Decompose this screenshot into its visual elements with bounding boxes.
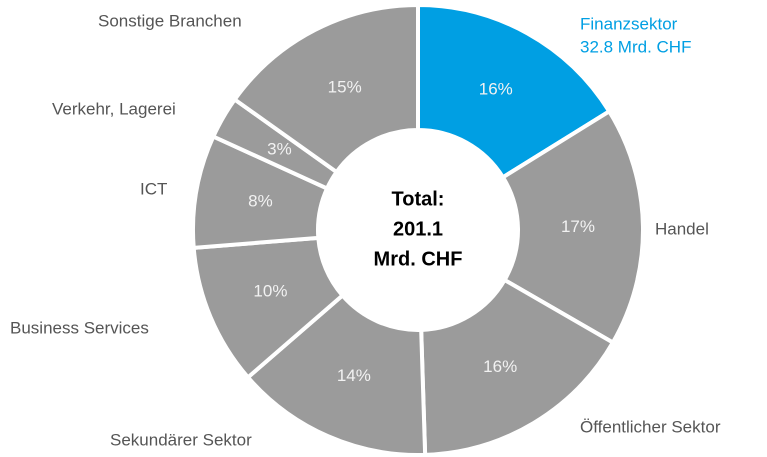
segment-value-label: 8% xyxy=(248,192,273,211)
category-label: ICT xyxy=(140,179,167,198)
category-label: Sekundärer Sektor xyxy=(110,430,252,449)
category-label: Business Services xyxy=(10,318,149,337)
segment-value-label: 17% xyxy=(561,217,595,236)
highlight-annotation: 32.8 Mrd. CHF xyxy=(580,37,691,56)
center-text: Total: xyxy=(392,188,445,210)
category-label: Handel xyxy=(655,219,709,238)
segment-value-label: 10% xyxy=(253,281,287,300)
category-label: Öffentlicher Sektor xyxy=(580,417,721,436)
donut-segment xyxy=(245,292,428,457)
segment-value-label: 16% xyxy=(479,80,513,99)
donut-segment xyxy=(231,2,420,175)
segment-value-label: 15% xyxy=(328,77,362,96)
category-label: Sonstige Branchen xyxy=(98,11,242,30)
center-text: 201.1 xyxy=(393,218,443,240)
donut-segment xyxy=(500,108,645,346)
segment-value-label: 14% xyxy=(337,366,371,385)
donut-segment xyxy=(419,277,616,457)
segment-value-label: 16% xyxy=(483,357,517,376)
center-text: Mrd. CHF xyxy=(374,248,463,270)
category-label: Finanzsektor xyxy=(580,14,678,33)
category-label: Verkehr, Lagerei xyxy=(52,99,176,118)
segment-value-label: 3% xyxy=(267,139,292,158)
donut-segment xyxy=(416,2,612,181)
